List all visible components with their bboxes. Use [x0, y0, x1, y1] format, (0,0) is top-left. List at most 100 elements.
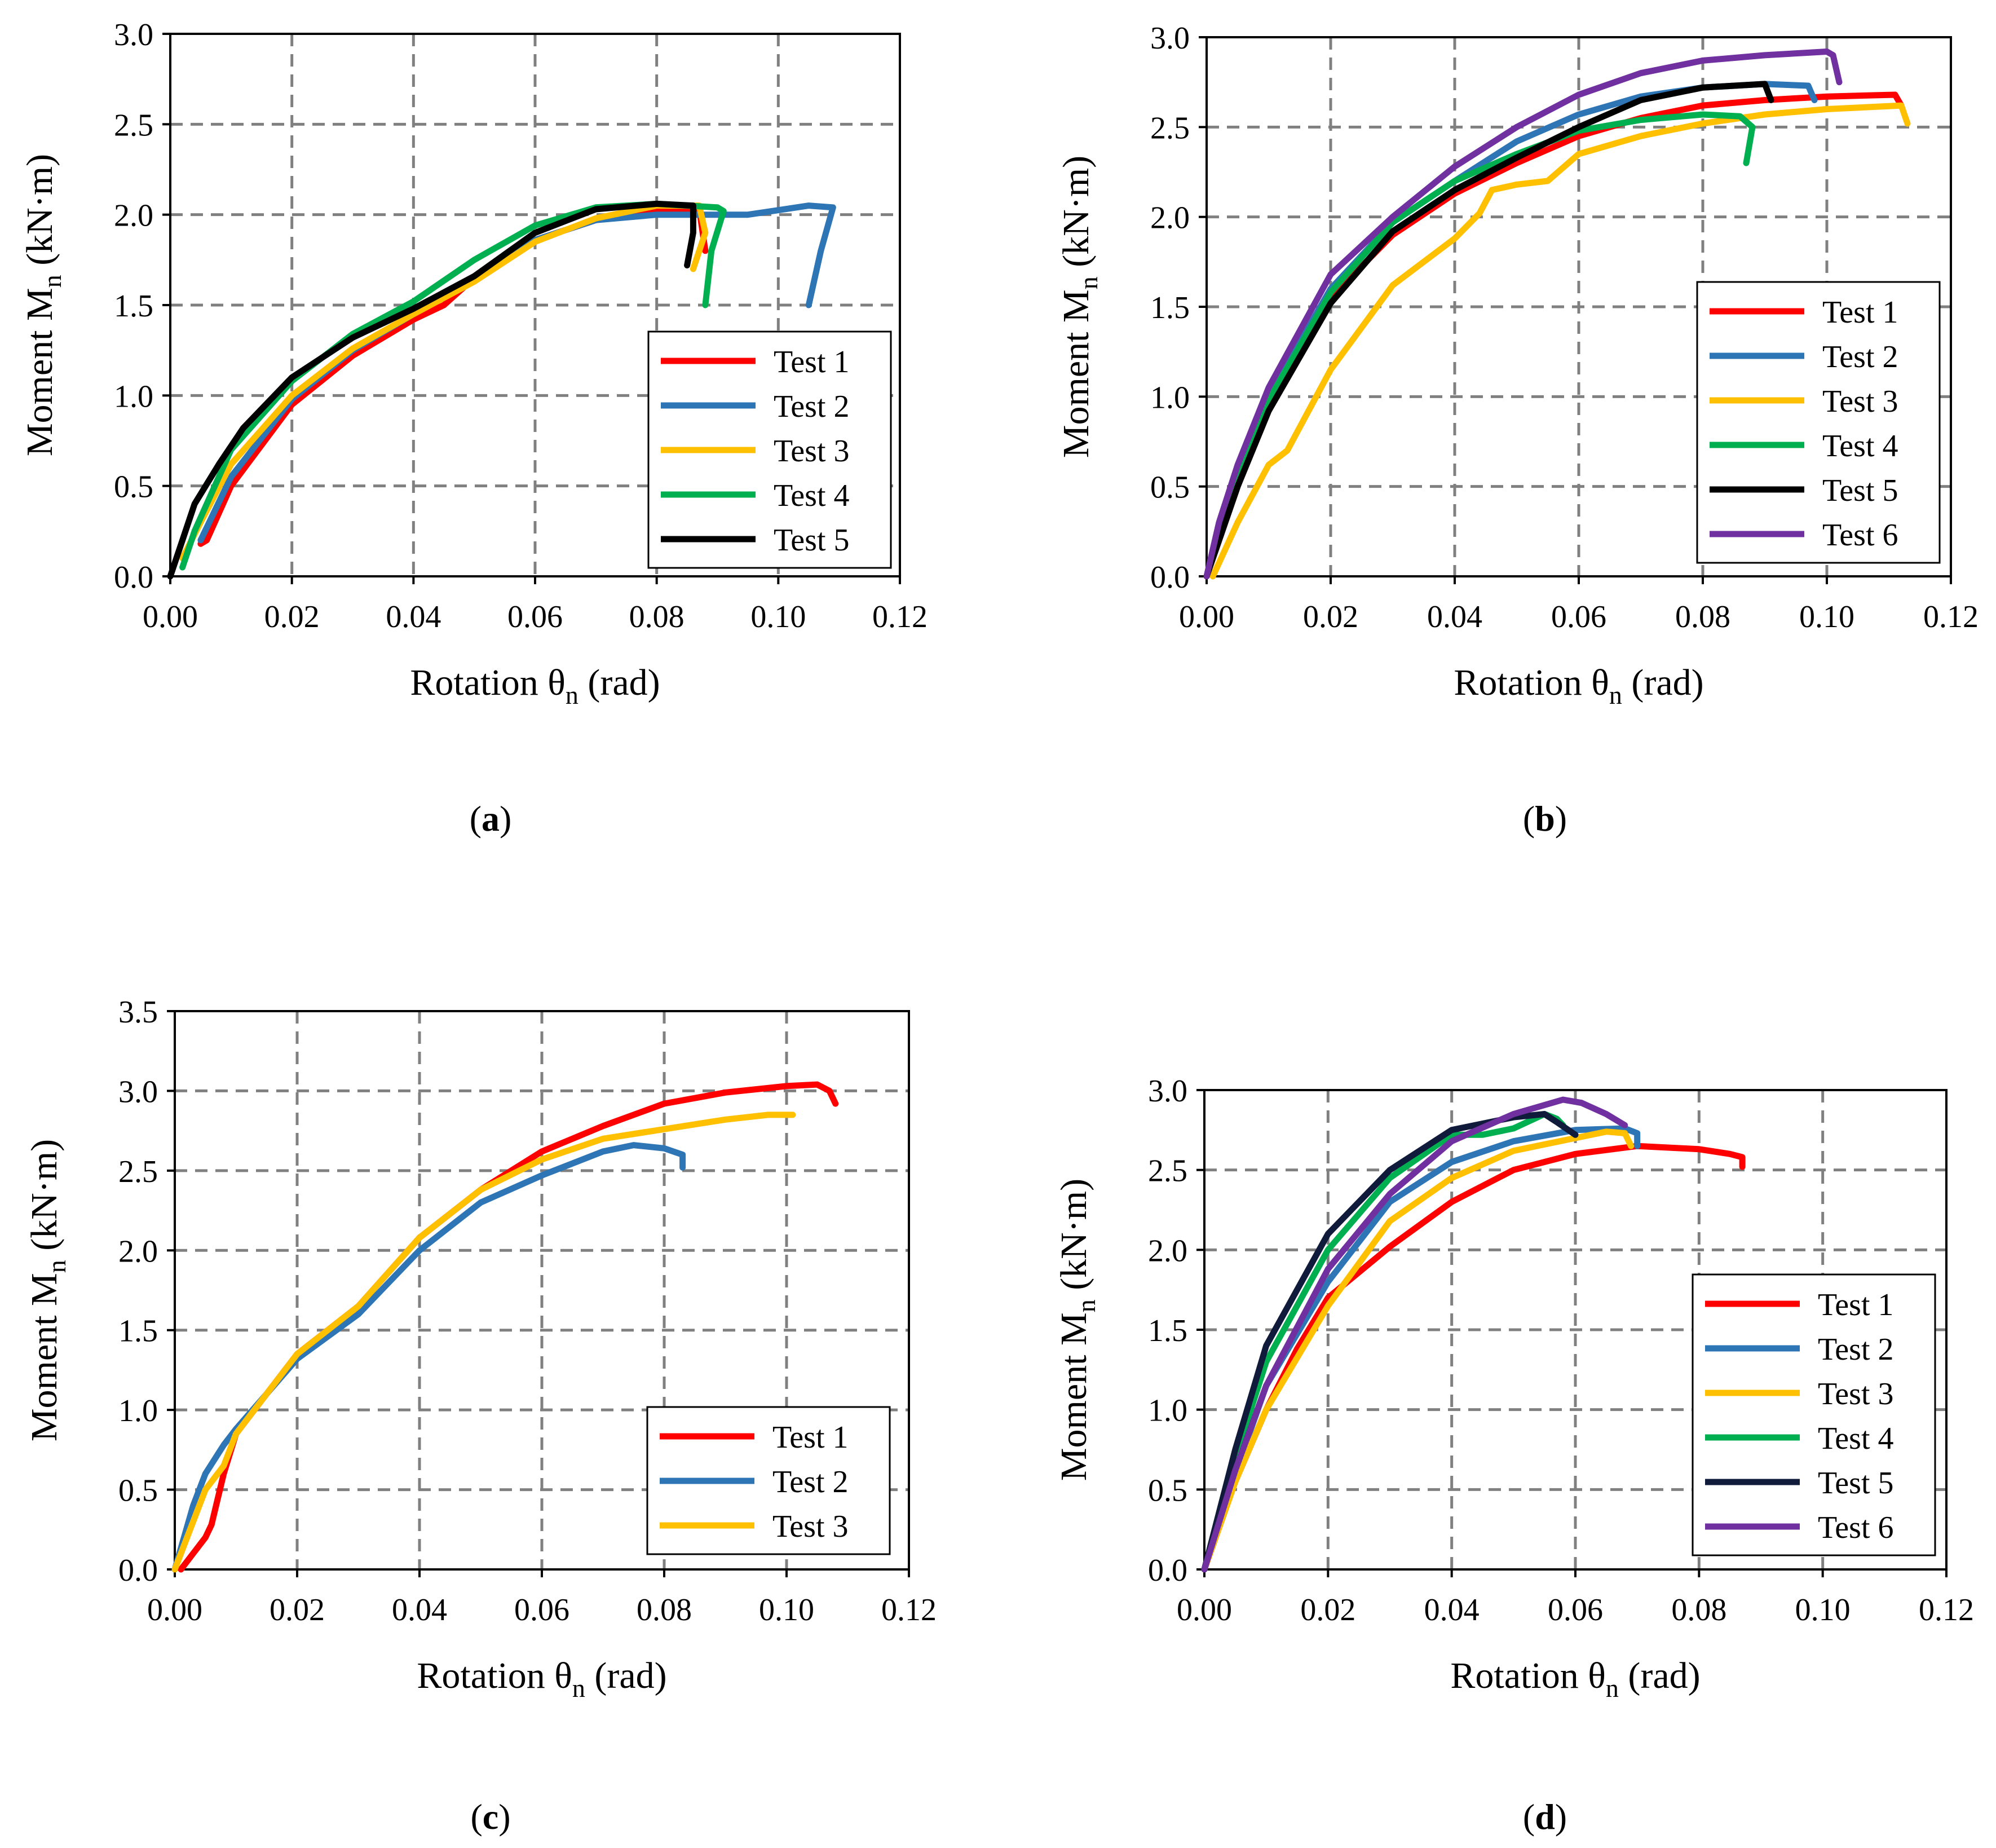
y-tick-label: 0.0: [114, 560, 153, 595]
y-tick-label: 0.0: [1148, 1553, 1187, 1588]
x-tick-label: 0.06: [1551, 599, 1606, 634]
legend-label: Test 2: [1822, 339, 1898, 374]
x-tick-label: 0.08: [637, 1593, 692, 1628]
y-tick-label: 1.0: [1150, 380, 1190, 415]
legend-label: Test 4: [774, 478, 850, 513]
x-tick-label: 0.08: [629, 599, 685, 634]
x-tick-label: 0.10: [1799, 599, 1854, 634]
legend-label: Test 6: [1822, 518, 1898, 553]
x-tick-label: 0.00: [143, 599, 198, 634]
caption-d: (d): [1522, 1797, 1567, 1837]
y-tick-label: 2.5: [1148, 1154, 1187, 1189]
x-tick-label: 0.00: [1177, 1593, 1232, 1628]
series-line-test-4: [1201, 1111, 1566, 1573]
caption-a: (a): [469, 799, 512, 839]
legend-label: Test 4: [1818, 1421, 1894, 1456]
y-tick-label: 1.5: [114, 289, 153, 324]
x-tick-label: 0.10: [1795, 1593, 1851, 1628]
y-tick-label: 3.0: [118, 1074, 158, 1109]
caption-b: (b): [1522, 799, 1567, 839]
y-tick-label: 0.5: [1148, 1473, 1187, 1508]
series-line-test-2: [171, 1142, 686, 1573]
y-tick-label: 2.0: [114, 199, 153, 233]
series-line-test-4: [1203, 111, 1756, 580]
y-tick-label: 0.5: [1150, 470, 1190, 505]
chart-b: 0.00 0.02 0.04 0.06 0.08 0.10 0.12 0.0 0.5 1.0 1.5…: [1056, 21, 1979, 709]
legend: Test 1 Test 2 Test 3 Test 4 Test 5: [647, 330, 892, 569]
series-line-test-4: [179, 200, 727, 571]
legend-box: [1692, 1273, 1936, 1556]
y-tick-label: 0.5: [118, 1474, 158, 1509]
legend-label: Test 3: [774, 434, 850, 469]
y-axis-title: Moment Mn (kN·m): [19, 154, 67, 456]
legend-label: Test 5: [1822, 473, 1898, 508]
x-tick-label: 0.02: [1300, 1593, 1355, 1628]
legend-label: Test 1: [772, 1420, 849, 1455]
x-tick-label: 0.08: [1675, 599, 1730, 634]
x-tick-label: 0.10: [750, 599, 806, 634]
chart-a: 0.00 0.02 0.04 0.06 0.08 0.10 0.12 0.0 0.5 1.0 1.5…: [19, 17, 928, 709]
x-tick-label: 0.08: [1671, 1593, 1726, 1628]
y-tick-label: 3.0: [1148, 1074, 1187, 1109]
legend-label: Test 1: [774, 345, 850, 380]
series-line-test-3: [171, 1112, 796, 1573]
x-tick-label: 0.02: [1303, 599, 1358, 634]
legend: Test 1 Test 2 Test 3 Test 4 Test 5 Test 6: [1696, 281, 1941, 564]
x-tick-label: 0.00: [147, 1593, 202, 1628]
y-tick-label: 1.5: [1148, 1313, 1187, 1348]
x-axis-title: Rotation θn (rad): [417, 1655, 666, 1703]
legend-label: Test 2: [1818, 1332, 1894, 1367]
y-tick-label: 1.0: [118, 1393, 158, 1428]
y-tick-label: 2.0: [1148, 1233, 1187, 1268]
y-axis-title: Moment Mn (kN·m): [1056, 156, 1103, 458]
y-tick-label: 3.0: [114, 17, 153, 52]
series-line-test-6: [1201, 1096, 1628, 1573]
y-tick-label: 1.5: [118, 1314, 158, 1349]
legend-label: Test 3: [1822, 384, 1898, 419]
legend-label: Test 3: [772, 1509, 849, 1544]
legend-label: Test 6: [1818, 1510, 1894, 1545]
x-tick-label: 0.02: [270, 1593, 325, 1628]
x-tick-label: 0.06: [514, 1593, 569, 1628]
x-tick-label: 0.12: [872, 599, 928, 634]
x-tick-label: 0.12: [1919, 1593, 1974, 1628]
x-tick-label: 0.12: [881, 1593, 937, 1628]
series-line-test-3: [179, 202, 709, 562]
series-line-test-2: [1201, 1125, 1641, 1573]
legend-box: [1696, 281, 1941, 564]
series-line-test-3: [1201, 1128, 1635, 1573]
x-tick-label: 0.04: [1424, 1593, 1480, 1628]
x-tick-label: 0.04: [392, 1593, 447, 1628]
x-tick-label: 0.04: [386, 599, 441, 634]
legend-label: Test 2: [774, 389, 850, 424]
x-tick-label: 0.00: [1179, 599, 1234, 634]
series-line-test-5: [1201, 1111, 1579, 1573]
legend-label: Test 1: [1818, 1287, 1894, 1322]
series-line-test-5: [1203, 81, 1774, 580]
chart-c: 0.00 0.02 0.04 0.06 0.08 0.10 0.12 0.0 0.5 1.0 1.5…: [24, 995, 937, 1703]
y-tick-label: 3.0: [1150, 21, 1190, 56]
series-line-test-3: [1209, 102, 1911, 580]
y-tick-label: 0.5: [114, 470, 153, 505]
y-tick-label: 2.5: [114, 108, 153, 143]
x-tick-label: 0.10: [759, 1593, 814, 1628]
series-line-test-5: [167, 200, 696, 580]
y-tick-label: 2.0: [1150, 201, 1190, 236]
y-tick-label: 0.0: [1150, 560, 1190, 595]
legend-label: Test 2: [772, 1465, 849, 1499]
x-tick-label: 0.06: [507, 599, 563, 634]
y-tick-label: 2.0: [118, 1234, 158, 1269]
y-tick-label: 2.5: [118, 1154, 158, 1189]
y-axis-title: Moment Mn (kN·m): [1053, 1179, 1101, 1481]
x-tick-label: 0.04: [1427, 599, 1482, 634]
y-tick-label: 3.5: [118, 995, 158, 1030]
y-tick-label: 1.0: [1148, 1393, 1187, 1428]
series-line-test-1: [197, 206, 709, 547]
legend-label: Test 1: [1822, 295, 1898, 330]
series-line-test-6: [1203, 48, 1843, 580]
x-tick-label: 0.12: [1923, 599, 1979, 634]
y-tick-label: 1.0: [114, 379, 153, 414]
legend-label: Test 4: [1822, 429, 1898, 464]
x-axis-title: Rotation θn (rad): [1454, 662, 1703, 709]
